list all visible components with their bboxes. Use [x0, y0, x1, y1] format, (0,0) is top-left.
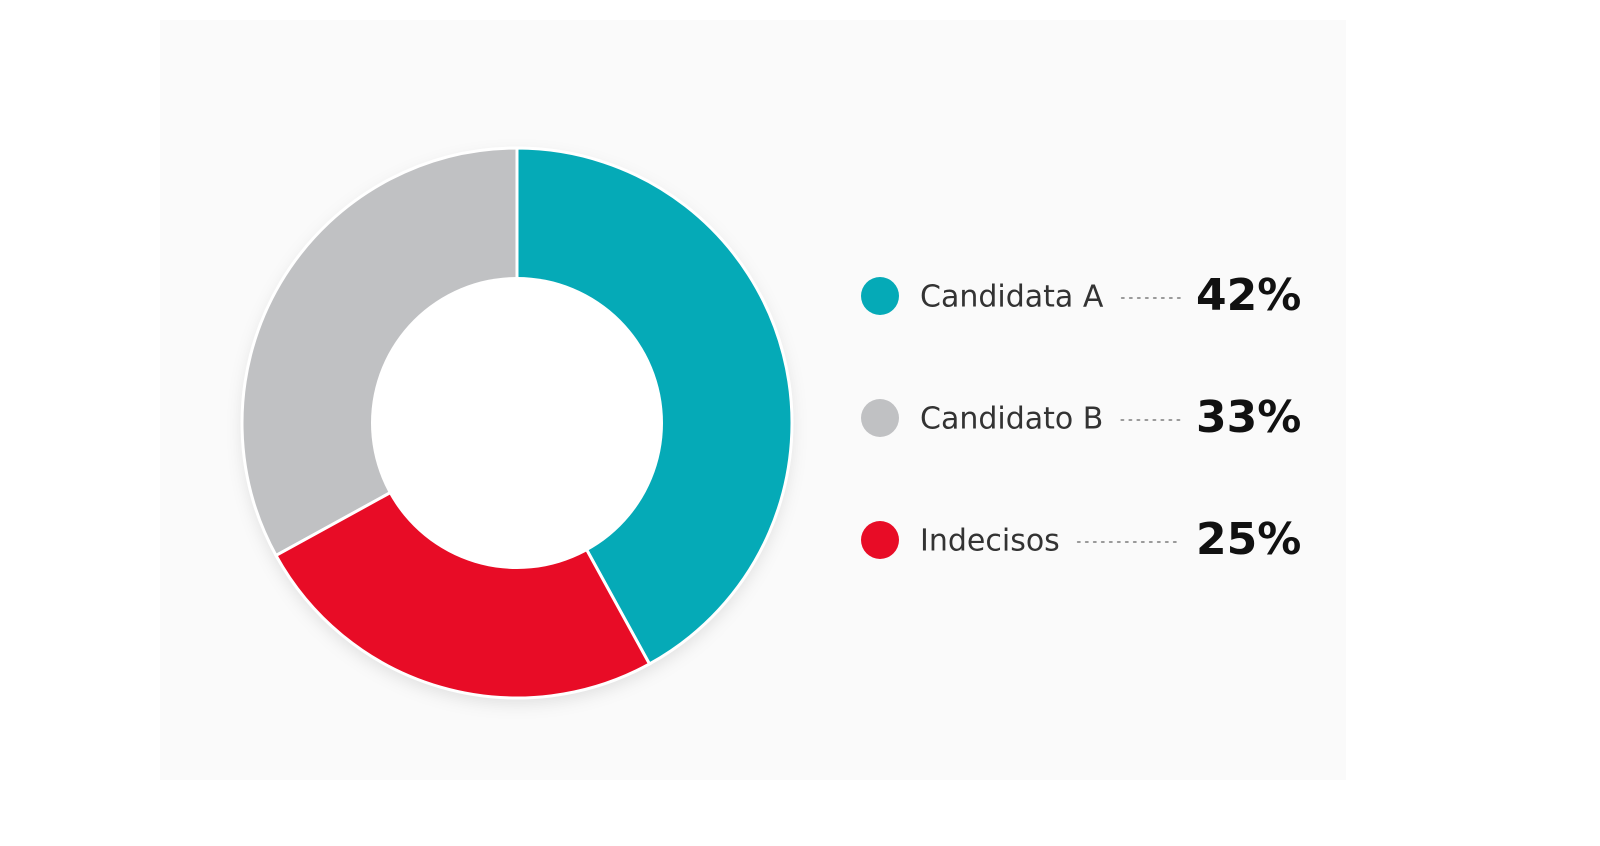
value-label: 33% — [1196, 392, 1301, 443]
legend-label: Candidato B — [920, 402, 1103, 437]
legend-swatch — [861, 521, 899, 559]
donut-hole — [371, 277, 663, 569]
value-label: 42% — [1196, 270, 1301, 321]
legend-label: Indecisos — [920, 524, 1060, 559]
value-label: 25% — [1196, 514, 1301, 565]
slice — [273, 420, 652, 700]
legend-label: Candidata A — [920, 280, 1104, 315]
legend-swatch — [861, 399, 899, 437]
legend: Candidata A 42% Candidato B 33% Indecisos 25% — [861, 270, 1301, 565]
legend-swatch — [861, 277, 899, 315]
